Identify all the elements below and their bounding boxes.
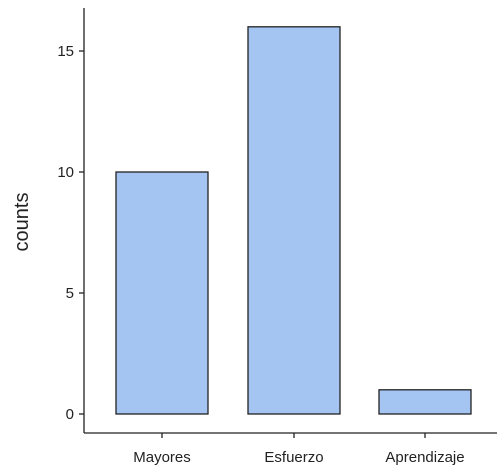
x-tick-label-esfuerzo: Esfuerzo (264, 449, 323, 466)
bar-aprendizaje (378, 389, 472, 415)
y-tick-label: 5 (66, 285, 74, 302)
y-tick-label: 0 (66, 406, 74, 423)
bar-esfuerzo (247, 26, 341, 415)
x-ticks: Mayores Esfuerzo Aprendizaje (133, 433, 465, 466)
y-axis-label: counts (11, 193, 33, 252)
bar-mayores (115, 171, 209, 415)
y-ticks: 0 5 10 15 (57, 43, 84, 423)
x-tick-label-aprendizaje: Aprendizaje (385, 449, 464, 466)
y-tick-label: 10 (57, 164, 74, 181)
x-tick-label-mayores: Mayores (133, 449, 191, 466)
bars (115, 26, 472, 415)
y-tick-label: 15 (57, 43, 74, 60)
